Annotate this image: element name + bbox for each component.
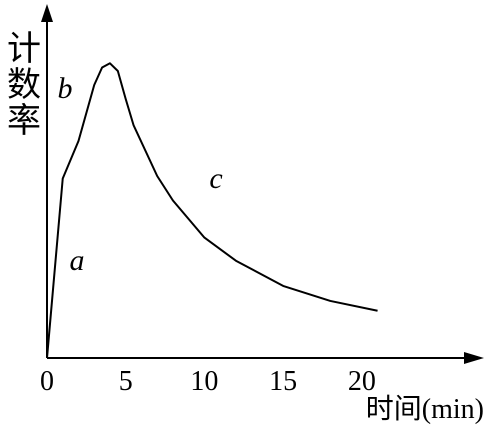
x-tick-label: 20 (348, 366, 376, 397)
annotation: b (58, 72, 73, 105)
y-axis-label: 计数率 (2, 30, 40, 138)
y-axis-arrow (41, 4, 53, 22)
x-tick-label: 0 (40, 366, 54, 397)
annotation: a (70, 244, 85, 277)
x-tick-label: 10 (190, 366, 218, 397)
data-line (46, 62, 378, 359)
x-axis-arrow (464, 352, 484, 364)
x-tick-label: 5 (119, 366, 133, 397)
x-axis-label: 时间(min) (366, 393, 484, 425)
annotation: c (209, 162, 222, 195)
x-tick-label: 15 (269, 366, 297, 397)
